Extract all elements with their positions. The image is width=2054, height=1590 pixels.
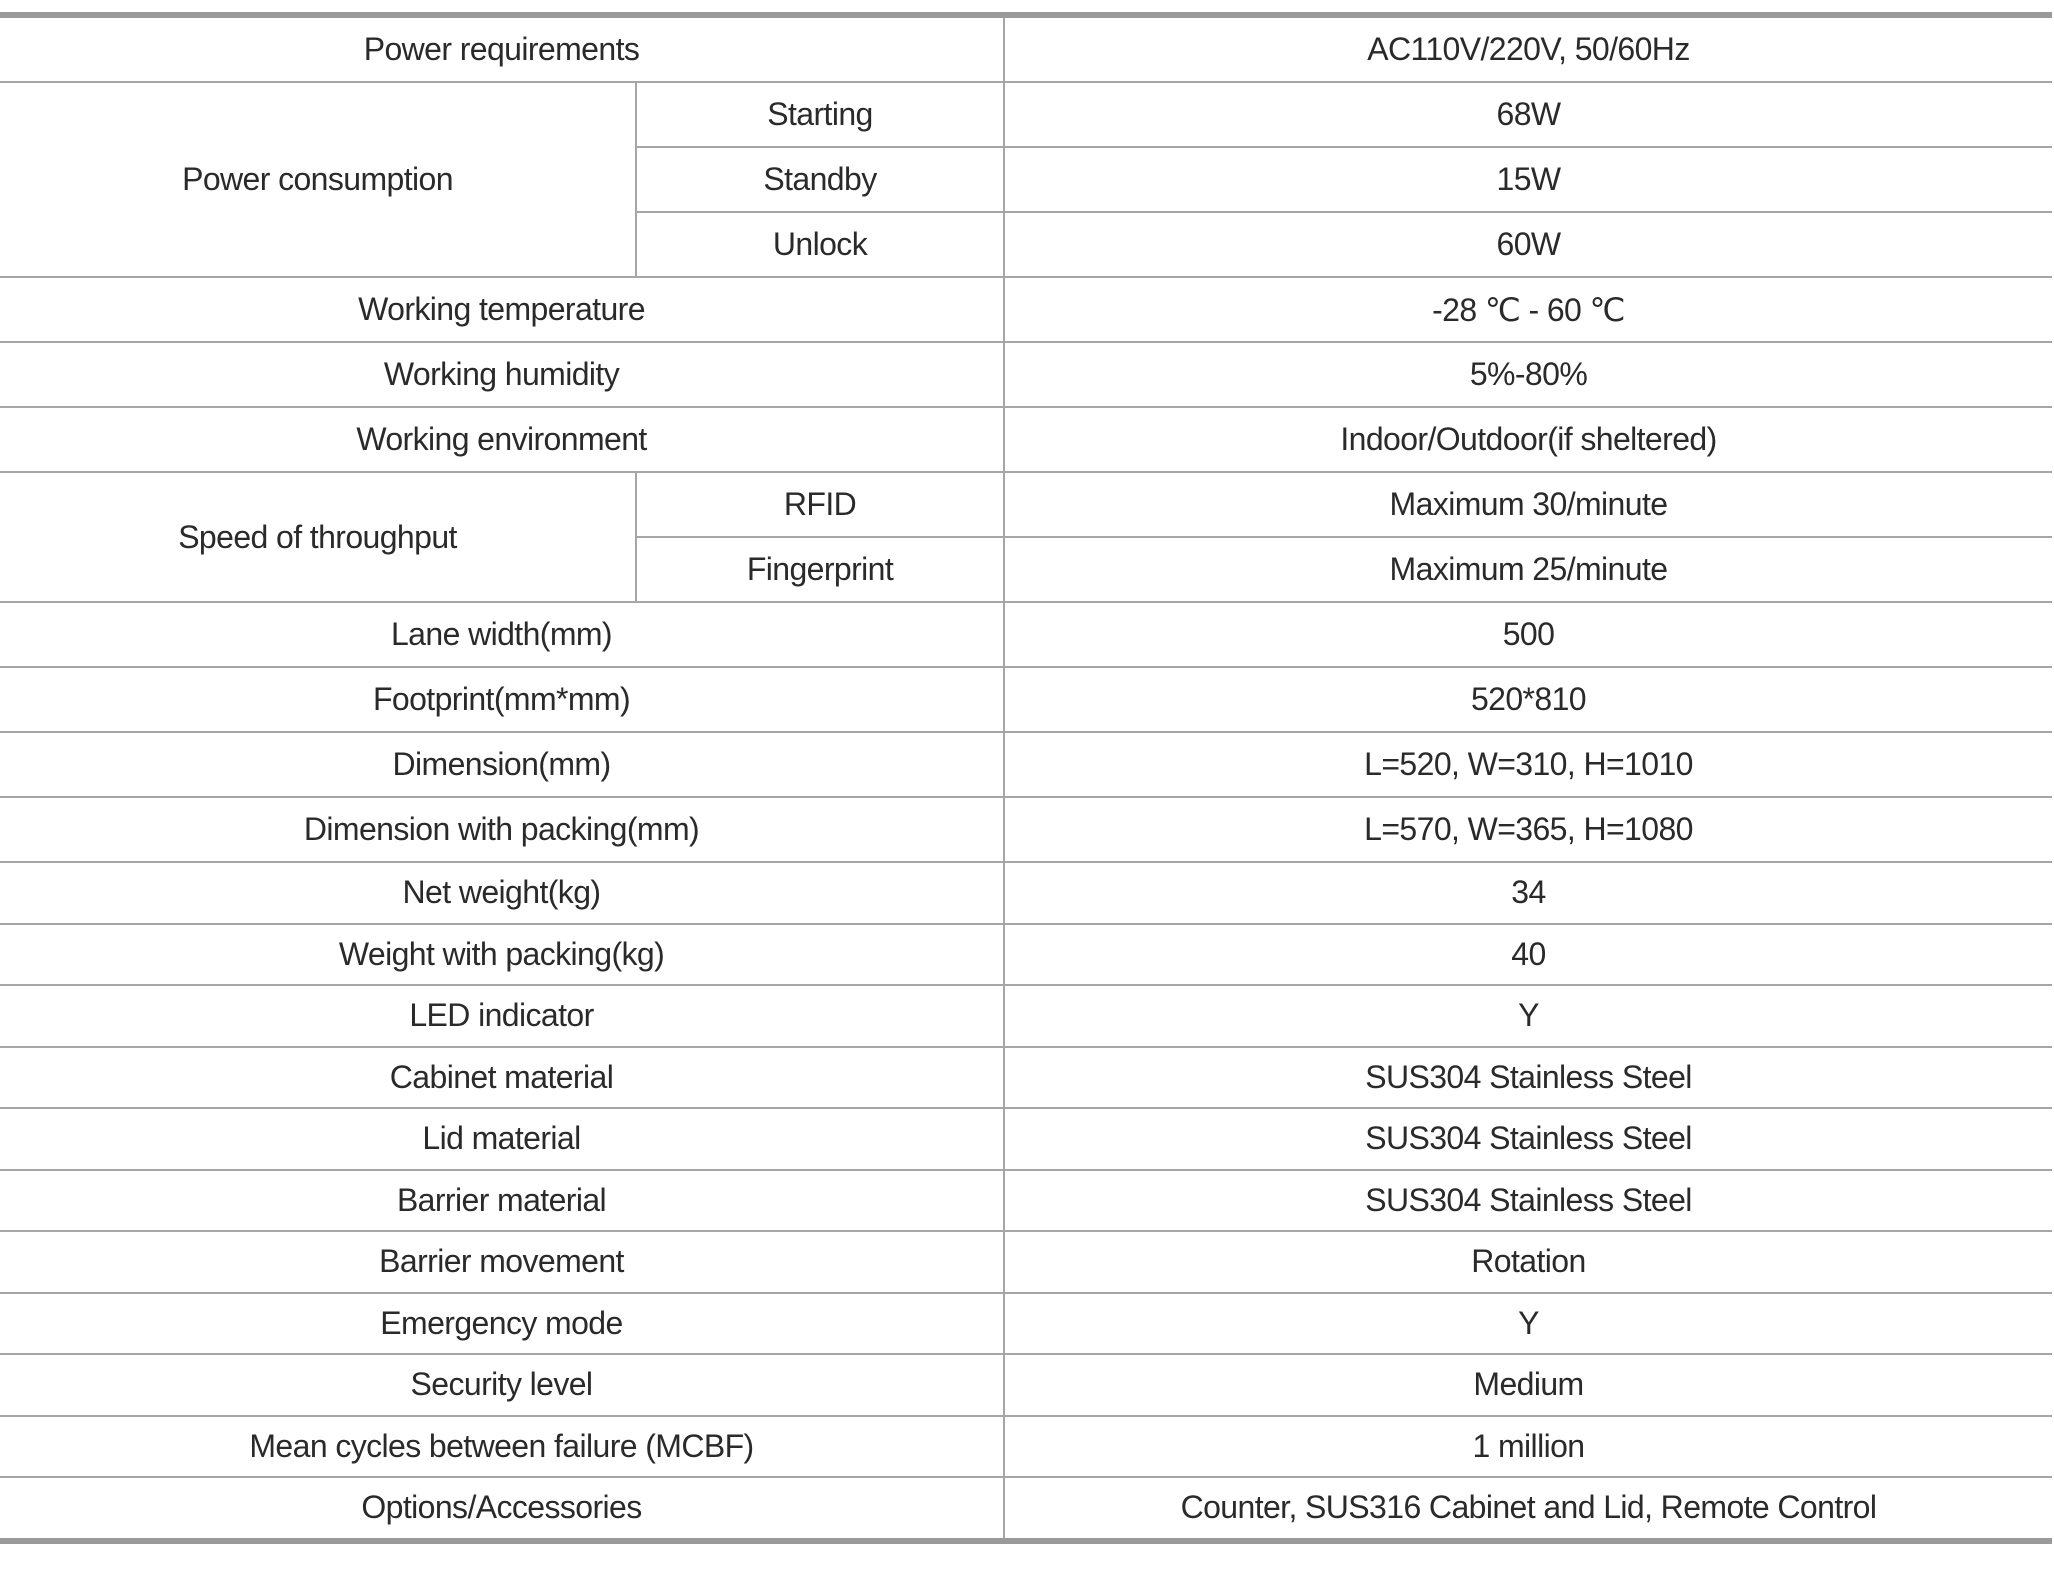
table-row: Working temperature -28 ℃ - 60 ℃ [0,276,2052,343]
table-row: Speed of throughput RFID Maximum 30/minute [0,471,2052,603]
spec-value: 40 [1003,922,2052,986]
table-row: Lane width(mm) 500 [0,601,2052,668]
spec-value: Maximum 25/minute [1003,536,2052,603]
spec-value: Y [1003,984,2052,1048]
table-row: Power requirements AC110V/220V, 50/60Hz [0,14,2052,83]
table-row: LED indicator Y [0,984,2052,1048]
spec-sublabel: Unlock [636,211,1005,278]
spec-label: Barrier material [0,1168,1005,1232]
table-row: Weight with packing(kg) 40 [0,922,2052,986]
spec-label: Working temperature [0,276,1005,343]
table-row: Standby 15W [0,146,2052,213]
spec-sublabel: Starting [635,81,1005,148]
spec-label: Dimension(mm) [0,731,1005,798]
spec-value: 5%-80% [1003,341,2052,408]
spec-value: Indoor/Outdoor(if sheltered) [1003,406,2052,473]
spec-label: LED indicator [0,984,1005,1048]
spec-label: Working humidity [0,341,1005,408]
spec-value: Rotation [1003,1230,2052,1294]
spec-label: Cabinet material [0,1045,1005,1109]
spec-label: Mean cycles between failure (MCBF) [0,1414,1005,1478]
spec-label: Power requirements [0,14,1005,83]
spec-value: 34 [1003,861,2052,925]
table-row: Net weight(kg) 34 [0,861,2052,925]
spec-label: Options/Accessories [0,1476,1005,1542]
spec-label: Security level [0,1353,1005,1417]
spec-label: Emergency mode [0,1291,1005,1355]
spec-label: Net weight(kg) [0,861,1005,925]
table-row: Power consumption Starting 68W [0,81,2052,278]
spec-value: 500 [1003,601,2052,668]
spec-value: 60W [1003,211,2052,278]
spec-label: Barrier movement [0,1230,1005,1294]
table-row: Mean cycles between failure (MCBF) 1 mill… [0,1414,2052,1478]
spec-sublabel: RFID [635,471,1005,538]
spec-label: Weight with packing(kg) [0,922,1005,986]
table-row: Emergency mode Y [0,1291,2052,1355]
spec-label: Speed of throughput [0,471,637,603]
spec-value: -28 ℃ - 60 ℃ [1003,276,2052,343]
table-row: Fingerprint Maximum 25/minute [0,536,2052,603]
spec-value: L=570, W=365, H=1080 [1003,796,2052,863]
table-row: Barrier material SUS304 Stainless Steel [0,1168,2052,1232]
table-row: Options/Accessories Counter, SUS316 Cabin… [0,1476,2052,1542]
table-row: Dimension with packing(mm) L=570, W=365, … [0,796,2052,863]
spec-label: Working environment [0,406,1005,473]
spec-sublabel: Fingerprint [636,536,1005,603]
specification-table: Power requirements AC110V/220V, 50/60Hz Po… [0,12,2052,1544]
spec-value: 520*810 [1003,666,2052,733]
spec-value: SUS304 Stainless Steel [1003,1168,2052,1232]
spec-value: L=520, W=310, H=1010 [1003,731,2052,798]
table-row: Lid material SUS304 Stainless Steel [0,1107,2052,1171]
table-row: Working environment Indoor/Outdoor(if she… [0,406,2052,473]
spec-value: Counter, SUS316 Cabinet and Lid, Remote … [1003,1476,2052,1542]
spec-value: AC110V/220V, 50/60Hz [1003,14,2052,83]
spec-label: Lane width(mm) [0,601,1005,668]
spec-label: Footprint(mm*mm) [0,666,1005,733]
spec-sublabel: Standby [636,146,1005,213]
spec-label: Lid material [0,1107,1005,1171]
spec-value: 15W [1003,146,2052,213]
spec-label: Dimension with packing(mm) [0,796,1005,863]
spec-value: SUS304 Stainless Steel [1003,1045,2052,1109]
table-row: Barrier movement Rotation [0,1230,2052,1294]
table-row: Unlock 60W [0,211,2052,278]
table-row: Footprint(mm*mm) 520*810 [0,666,2052,733]
table-row: Dimension(mm) L=520, W=310, H=1010 [0,731,2052,798]
spec-value: Medium [1003,1353,2052,1417]
spec-value: SUS304 Stainless Steel [1003,1107,2052,1171]
spec-value: 1 million [1003,1414,2052,1478]
table-row: Cabinet material SUS304 Stainless Steel [0,1045,2052,1109]
table-row: Working humidity 5%-80% [0,341,2052,408]
table-row: Security level Medium [0,1353,2052,1417]
spec-value: 68W [1003,81,2052,148]
spec-value: Maximum 30/minute [1003,471,2052,538]
spec-label: Power consumption [0,81,637,278]
spec-value: Y [1003,1291,2052,1355]
